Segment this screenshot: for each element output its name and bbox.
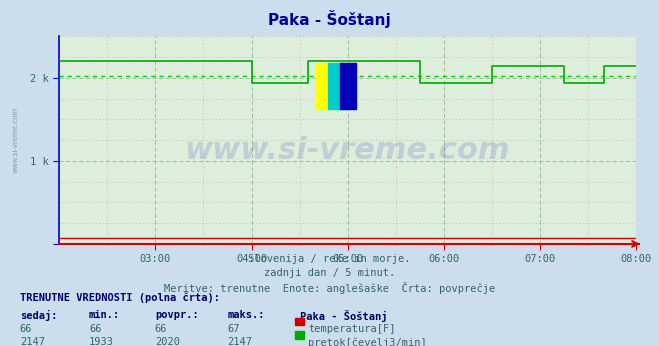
Text: 1933: 1933 (89, 337, 114, 346)
Text: Paka - Šoštanj: Paka - Šoštanj (300, 310, 387, 322)
Text: www.si-vreme.com: www.si-vreme.com (13, 107, 19, 173)
Text: temperatura[F]: temperatura[F] (308, 324, 396, 334)
Text: 67: 67 (227, 324, 240, 334)
Text: 2020: 2020 (155, 337, 180, 346)
Text: 2147: 2147 (20, 337, 45, 346)
Bar (316, 63, 332, 109)
Text: min.:: min.: (89, 310, 120, 320)
Text: pretok[čevelj3/min]: pretok[čevelj3/min] (308, 337, 427, 346)
Text: sedaj:: sedaj: (20, 310, 57, 321)
Bar (340, 63, 357, 109)
Bar (328, 63, 344, 109)
Text: 66: 66 (20, 324, 32, 334)
Text: 66: 66 (155, 324, 167, 334)
Text: maks.:: maks.: (227, 310, 265, 320)
Text: Paka - Šoštanj: Paka - Šoštanj (268, 10, 391, 28)
Text: Meritve: trenutne  Enote: anglešaške  Črta: povprečje: Meritve: trenutne Enote: anglešaške Črta… (164, 282, 495, 294)
Text: 66: 66 (89, 324, 101, 334)
Text: 2147: 2147 (227, 337, 252, 346)
Text: zadnji dan / 5 minut.: zadnji dan / 5 minut. (264, 268, 395, 278)
Text: Slovenija / reke in morje.: Slovenija / reke in morje. (248, 254, 411, 264)
Text: povpr.:: povpr.: (155, 310, 198, 320)
Text: www.si-vreme.com: www.si-vreme.com (185, 136, 511, 165)
Text: TRENUTNE VREDNOSTI (polna črta):: TRENUTNE VREDNOSTI (polna črta): (20, 292, 219, 303)
